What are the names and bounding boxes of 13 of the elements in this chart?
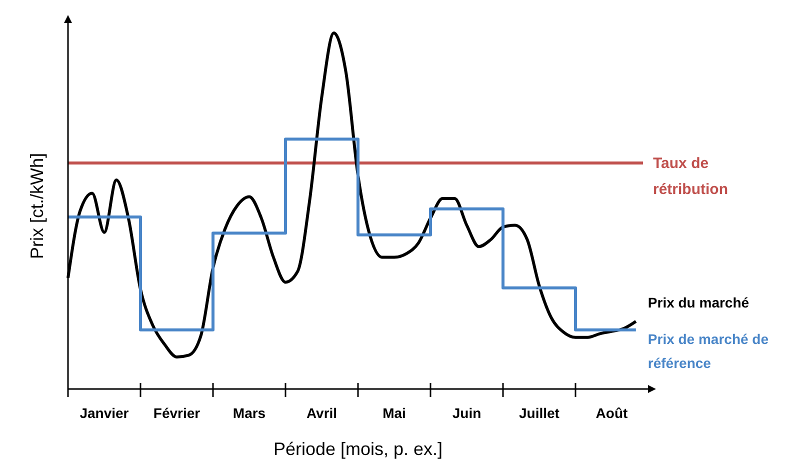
x-axis-title: Période [mois, p. ex.] xyxy=(273,439,443,459)
y-axis-title: Prix [ct./kWh] xyxy=(27,152,47,260)
x-tick-label: Mars xyxy=(232,405,266,421)
series-label: Prix de marché de référence xyxy=(648,330,769,371)
x-tick-label: Juin xyxy=(452,405,482,421)
series-label: Prix du marché xyxy=(648,294,750,310)
x-tick-label: Janvier xyxy=(80,405,130,421)
x-tick-label: Février xyxy=(153,405,201,421)
x-tick-label: Août xyxy=(596,405,628,421)
x-tick-label: Juillet xyxy=(519,405,560,421)
x-tick-label: Mai xyxy=(382,405,406,421)
x-tick-label: Avril xyxy=(306,405,338,421)
ref-line-label: Taux de rétribution xyxy=(653,154,728,198)
